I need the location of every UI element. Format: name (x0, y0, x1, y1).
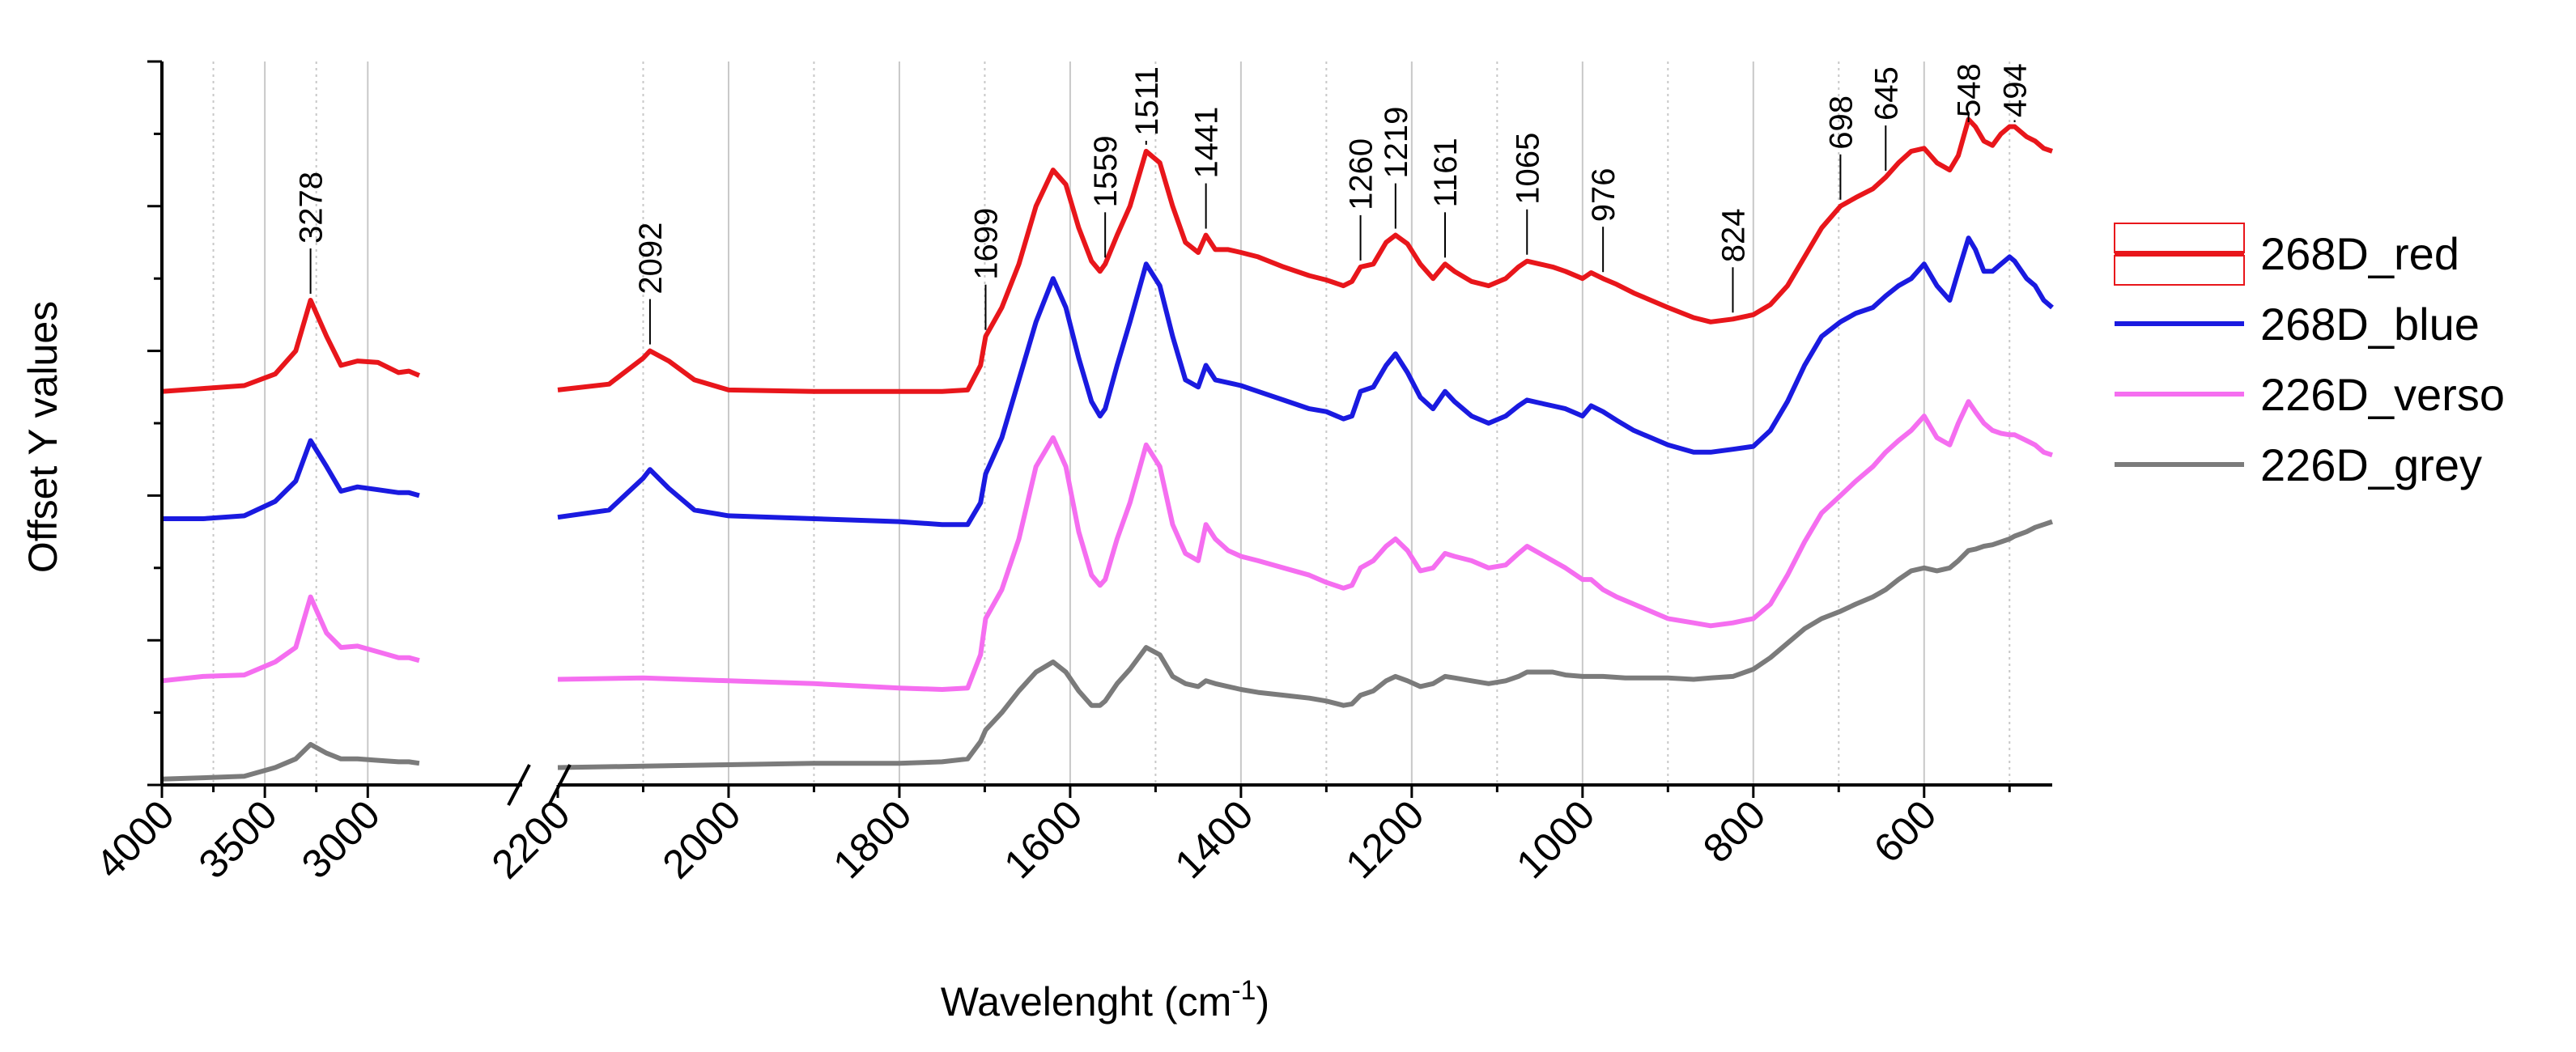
x-axis-title: Wavelenght (cm-1) (941, 975, 1269, 1024)
x-tick-label: 1600 (995, 791, 1090, 887)
y-axis-ticks (147, 60, 162, 787)
peak-label: 1559 (1088, 135, 1124, 207)
series-lines (161, 117, 2054, 782)
x-tick-label: 2000 (653, 791, 749, 887)
peak-label: 698 (1823, 95, 1859, 150)
legend: 268D_red 268D_blue 226D_verso 226D_grey (2114, 223, 2505, 490)
peak-label: 1219 (1379, 107, 1414, 179)
series-line-268D_blue (557, 235, 2054, 528)
peak-label: 645 (1868, 66, 1904, 121)
legend-label: 226D_verso (2260, 369, 2505, 420)
legend-label: 268D_blue (2260, 299, 2480, 350)
peak-label: 3278 (294, 172, 329, 244)
x-axis-ticks: 4000 3500 3000 2200 2000 1800 1600 1400 1200 1000… (87, 785, 2011, 887)
x-tick-label: 4000 (87, 791, 183, 887)
y-axis-title: Offset Y values (20, 301, 66, 573)
peak-label: 1161 (1428, 138, 1464, 207)
peak-label: 548 (1952, 63, 1987, 117)
peak-label: 1441 (1189, 107, 1225, 179)
x-tick-label: 1000 (1507, 791, 1603, 887)
peak-label: 1699 (968, 208, 1004, 280)
series-line-226D_verso (161, 594, 420, 684)
peak-label: 824 (1715, 209, 1751, 263)
vertical-gridlines (212, 62, 2011, 785)
legend-label: 268D_red (2260, 228, 2459, 279)
series-line-268D_blue (162, 438, 420, 521)
x-tick-label: 1800 (824, 791, 920, 887)
series-line-226D_grey (557, 519, 2053, 770)
x-tick-label: 3500 (190, 791, 286, 887)
series-line-268D_red (557, 117, 2053, 394)
x-tick-label: 800 (1694, 791, 1775, 872)
legend-label: 226D_grey (2260, 439, 2482, 490)
x-tick-label: 1200 (1337, 791, 1432, 887)
axis-break-mark (507, 764, 572, 806)
peak-label: 1065 (1510, 133, 1545, 205)
legend-highlight-box (2114, 223, 2245, 253)
peak-label: 976 (1586, 168, 1622, 222)
peak-label: 1511 (1129, 66, 1165, 136)
peak-label: 1260 (1344, 138, 1379, 210)
series-line-226D_grey (161, 741, 420, 782)
x-tick-label: 600 (1865, 791, 1945, 872)
peak-label: 2092 (633, 223, 669, 295)
series-line-226D_verso (557, 399, 2053, 692)
peak-label: 494 (1998, 63, 2034, 117)
x-axis-title-superscript: -1 (1231, 975, 1256, 1006)
x-axis-title-end: ) (1256, 979, 1269, 1024)
x-tick-label: 3000 (293, 791, 389, 887)
x-tick-label: 1400 (1166, 791, 1261, 887)
legend-highlight-box (2114, 255, 2245, 286)
series-line-268D_red (161, 298, 421, 394)
x-tick-label: 2200 (483, 791, 579, 887)
